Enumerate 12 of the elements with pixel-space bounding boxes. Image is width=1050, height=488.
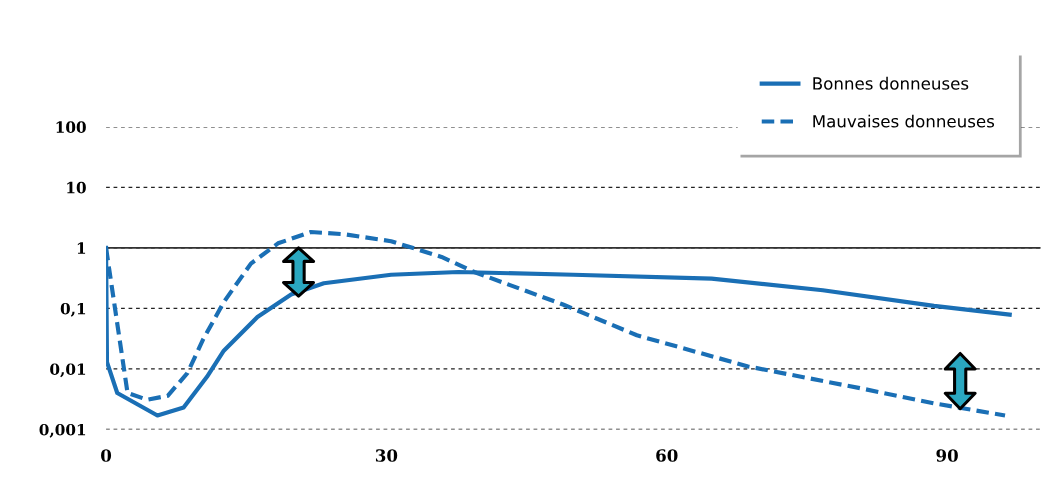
legend-label: Mauvaises donneuses bbox=[813, 114, 995, 128]
legend-label: Bonnes donneuses bbox=[813, 76, 969, 90]
y-tick-label: 0,01 bbox=[50, 363, 86, 378]
y-tick-label: 0,1 bbox=[60, 302, 86, 317]
x-tick-label: 30 bbox=[375, 449, 398, 462]
y-tick-label: 0,001 bbox=[39, 423, 86, 438]
y-tick-label: 10 bbox=[67, 181, 86, 194]
x-tick-label: 60 bbox=[656, 449, 678, 462]
y-tick-label: 1 bbox=[77, 242, 86, 254]
x-tick-label: 0 bbox=[101, 449, 112, 462]
y-tick-label: 100 bbox=[56, 121, 86, 133]
x-tick-label: 90 bbox=[936, 449, 958, 462]
